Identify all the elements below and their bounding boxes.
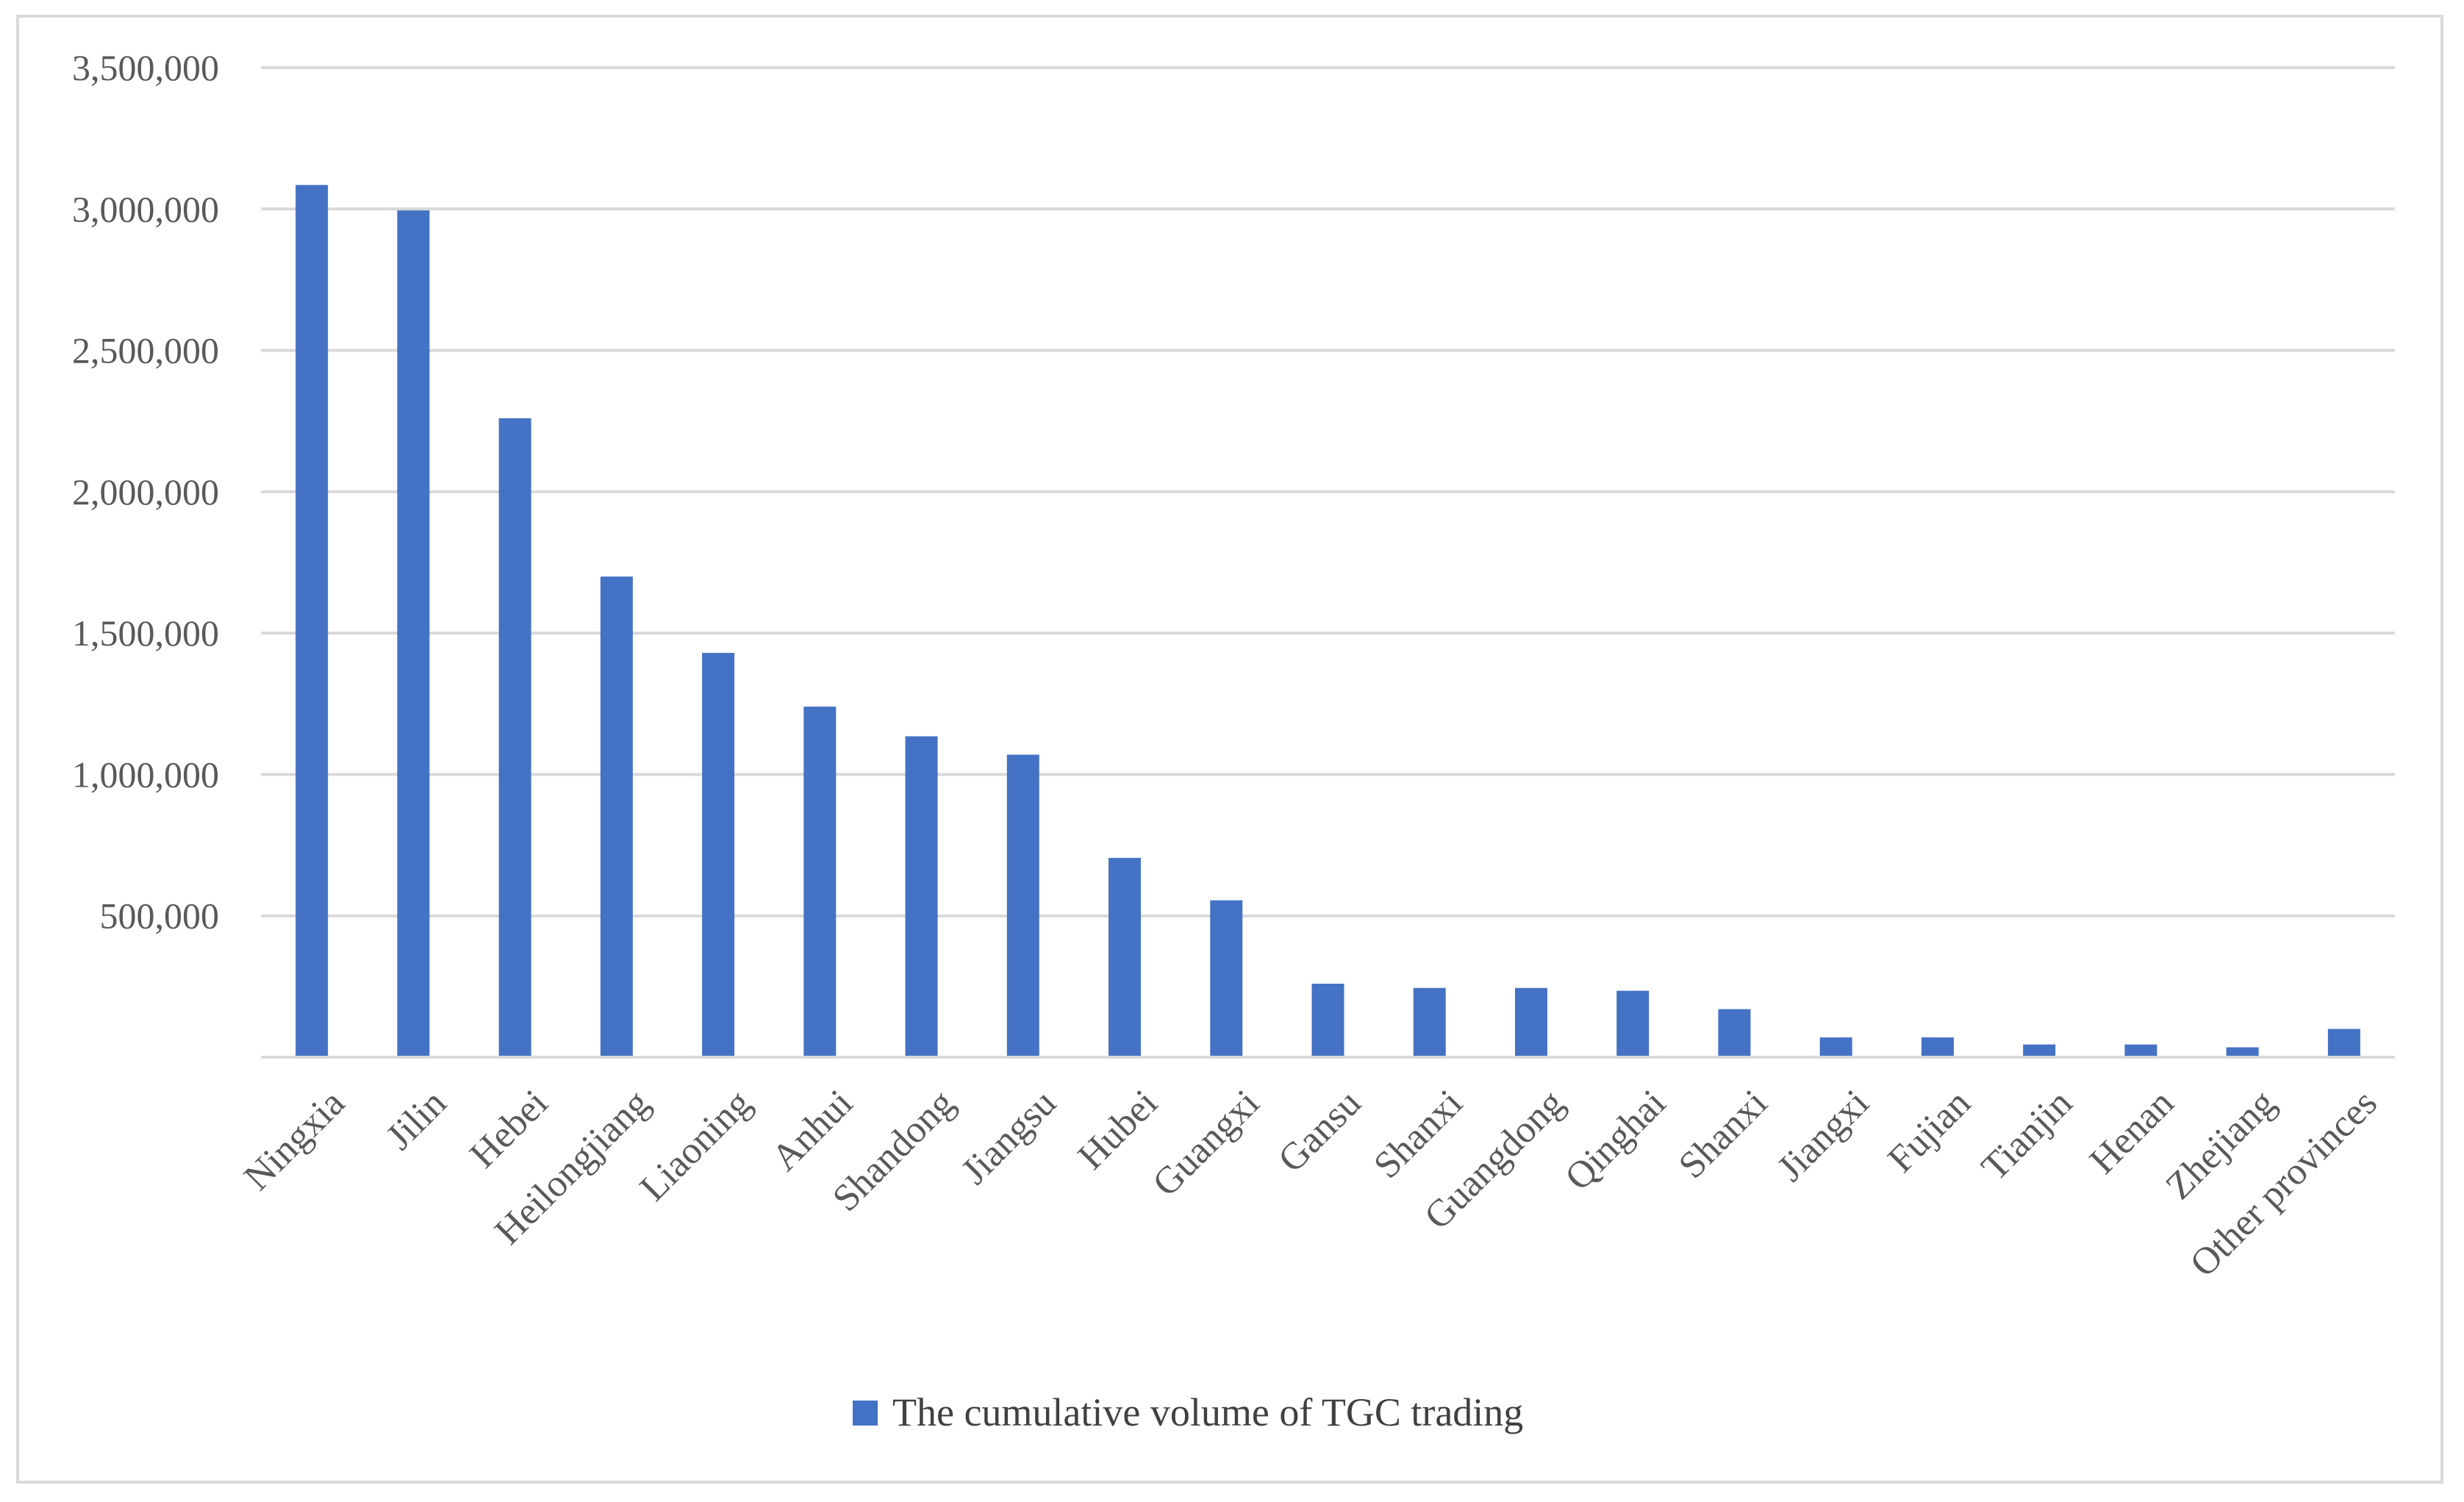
bar-hubei [1109,857,1142,1057]
bar-jiangxi [1819,1037,1852,1057]
bar-shanxi [1718,1009,1751,1057]
bar-liaoning [702,653,735,1057]
x-category-label: Anhui [764,1082,861,1179]
x-category-label: Gansu [1270,1082,1369,1181]
legend: The cumulative volume of TGC trading [853,1390,1523,1434]
x-category-label: Tianjin [1974,1082,2080,1189]
bar-jilin [397,210,430,1058]
bar-ningxia [296,185,329,1057]
bar-hebei [498,418,531,1057]
y-tick-label: 2,000,000 [72,471,219,512]
x-category-label: Qinghai [1557,1082,1674,1199]
y-tick-label: 2,500,000 [72,330,219,371]
y-tick-label: 500,000 [100,895,220,937]
bar-qinghai [1616,990,1650,1057]
bar-heilongjiang [600,576,633,1057]
bar-series [296,185,2360,1058]
bar-tianjin [2023,1044,2056,1057]
legend-swatch [853,1401,878,1426]
y-tick-label: 1,000,000 [72,754,219,795]
x-category-label: Guangxi [1145,1082,1267,1205]
legend-label: The cumulative volume of TGC trading [892,1390,1523,1434]
x-category-label: Liaoning [632,1082,759,1209]
x-category-label: Hubei [1070,1082,1166,1178]
bar-guangxi [1210,900,1243,1057]
x-category-label: Jiangxi [1769,1082,1877,1190]
bar-zhejiang [2226,1047,2259,1057]
gridlines [261,66,2395,918]
bar-anhui [803,707,837,1057]
y-axis-tick-labels: 500,000 1,000,000 1,500,000 2,000,000 2,500,… [72,47,219,937]
bar-fujian [1921,1037,1954,1057]
x-category-label: Ningxia [236,1082,353,1199]
y-tick-label: 3,000,000 [72,188,219,229]
x-category-label: Other provinces [2182,1082,2385,1285]
x-category-label: Hebei [462,1082,556,1176]
bar-gansu [1311,984,1344,1057]
bar-shandong [905,736,938,1057]
x-category-label: Fujian [1880,1082,1979,1181]
bar-shanxi [1413,987,1446,1057]
y-tick-label: 3,500,000 [72,47,219,88]
y-tick-label: 1,500,000 [72,612,219,654]
x-category-label: Shanxi [1671,1082,1775,1187]
bar-guangdong [1514,987,1547,1057]
x-category-label: Henan [2082,1082,2182,1182]
bar-jiangsu [1006,754,1039,1057]
bar-other-provinces [2327,1029,2360,1057]
x-category-label: Jiangsu [953,1082,1064,1193]
x-category-label: Jilin [379,1082,455,1159]
bar-henan [2124,1044,2157,1057]
